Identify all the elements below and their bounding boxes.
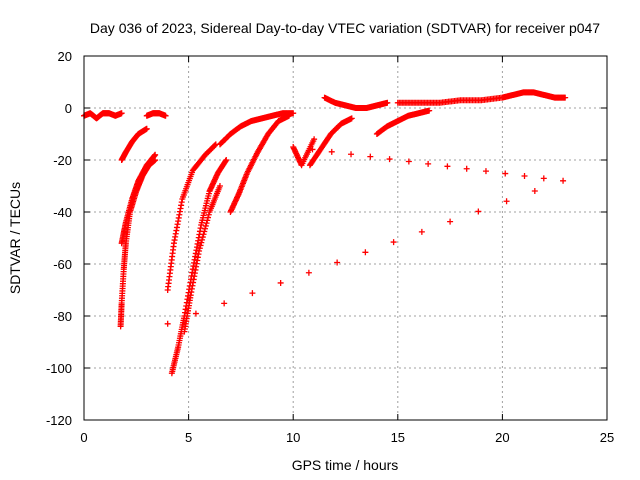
- y-tick-label: 0: [65, 101, 72, 116]
- data-point: [204, 217, 211, 224]
- x-axis-label: GPS time / hours: [292, 457, 399, 473]
- data-point: [560, 177, 567, 184]
- data-point: [562, 94, 569, 101]
- data-point: [521, 172, 528, 179]
- x-tick-label: 15: [391, 430, 405, 445]
- data-point: [531, 188, 538, 195]
- series-isolated-points: [164, 136, 567, 327]
- data-point: [196, 245, 203, 252]
- data-point: [202, 222, 209, 229]
- data-point: [203, 220, 210, 227]
- data-point: [221, 300, 228, 307]
- data-point: [502, 170, 509, 177]
- data-point: [164, 320, 171, 327]
- data-point: [503, 198, 510, 205]
- y-tick-label: -60: [53, 257, 72, 272]
- data-point: [390, 239, 397, 246]
- data-point: [405, 158, 412, 165]
- data-point: [192, 310, 199, 317]
- series-arc-D: [168, 157, 230, 377]
- data-point: [482, 168, 489, 175]
- series-arc-I: [306, 115, 355, 169]
- y-tick-label: -20: [53, 153, 72, 168]
- data-point: [196, 248, 203, 254]
- data-point: [311, 136, 318, 143]
- data-point: [198, 239, 205, 246]
- x-tick-label: 25: [600, 430, 614, 445]
- series-near-zero-band-3: [394, 89, 569, 106]
- series-arc-G: [227, 112, 293, 215]
- axis-ticks: 0 5 10 15 20 25 -120 -100 -80 -60 -40 -20 0 20: [46, 49, 614, 445]
- series-near-zero-band-1: [81, 110, 125, 122]
- data-point: [201, 228, 208, 235]
- data-point: [362, 249, 369, 256]
- data-point: [200, 231, 207, 238]
- data-point: [152, 151, 159, 158]
- x-tick-label: 10: [286, 430, 300, 445]
- data-point: [118, 110, 125, 117]
- data-point: [426, 107, 433, 114]
- data-point: [205, 214, 212, 221]
- x-tick-label: 5: [185, 430, 192, 445]
- series-arc-E: [181, 183, 223, 335]
- data-point: [205, 211, 212, 218]
- data-point: [197, 242, 204, 249]
- data-point: [143, 125, 150, 132]
- data-point: [216, 183, 223, 189]
- y-tick-label: 20: [58, 49, 72, 64]
- data-point: [199, 236, 206, 243]
- data-points: [81, 89, 569, 377]
- series-near-zero-band-2: [143, 110, 169, 119]
- data-point: [463, 165, 470, 172]
- data-point: [212, 142, 219, 149]
- data-point: [386, 156, 393, 163]
- data-point: [334, 259, 341, 266]
- y-tick-label: -100: [46, 361, 72, 376]
- data-point: [418, 228, 425, 235]
- y-tick-label: -40: [53, 205, 72, 220]
- series-arc-H: [216, 110, 297, 148]
- data-point: [540, 175, 547, 182]
- plot-frame: [83, 55, 608, 421]
- data-point: [425, 160, 432, 167]
- data-point: [384, 99, 391, 106]
- data-point: [305, 269, 312, 276]
- data-point: [348, 115, 355, 122]
- data-point: [162, 112, 169, 119]
- y-axis-label: SDTVAR / TECUs: [7, 182, 23, 294]
- series-arc-F: [164, 141, 219, 293]
- data-point: [199, 234, 206, 241]
- data-point: [290, 110, 297, 117]
- data-point: [223, 157, 230, 163]
- data-point: [202, 225, 209, 232]
- data-point: [277, 279, 284, 286]
- data-point: [249, 290, 256, 297]
- series-arc-C: [118, 125, 150, 163]
- data-point: [367, 153, 374, 160]
- x-tick-label: 0: [80, 430, 87, 445]
- series-arc-K: [373, 107, 433, 137]
- data-point: [447, 218, 454, 225]
- data-point: [328, 148, 335, 155]
- data-point: [475, 208, 482, 215]
- x-tick-label: 20: [495, 430, 509, 445]
- data-point: [444, 163, 451, 170]
- series-arc-B: [118, 151, 159, 247]
- data-point: [348, 151, 355, 158]
- series-arc-J: [321, 94, 391, 111]
- chart-title: Day 036 of 2023, Sidereal Day-to-day VTE…: [90, 20, 600, 36]
- y-tick-label: -120: [46, 413, 72, 428]
- y-tick-label: -80: [53, 309, 72, 324]
